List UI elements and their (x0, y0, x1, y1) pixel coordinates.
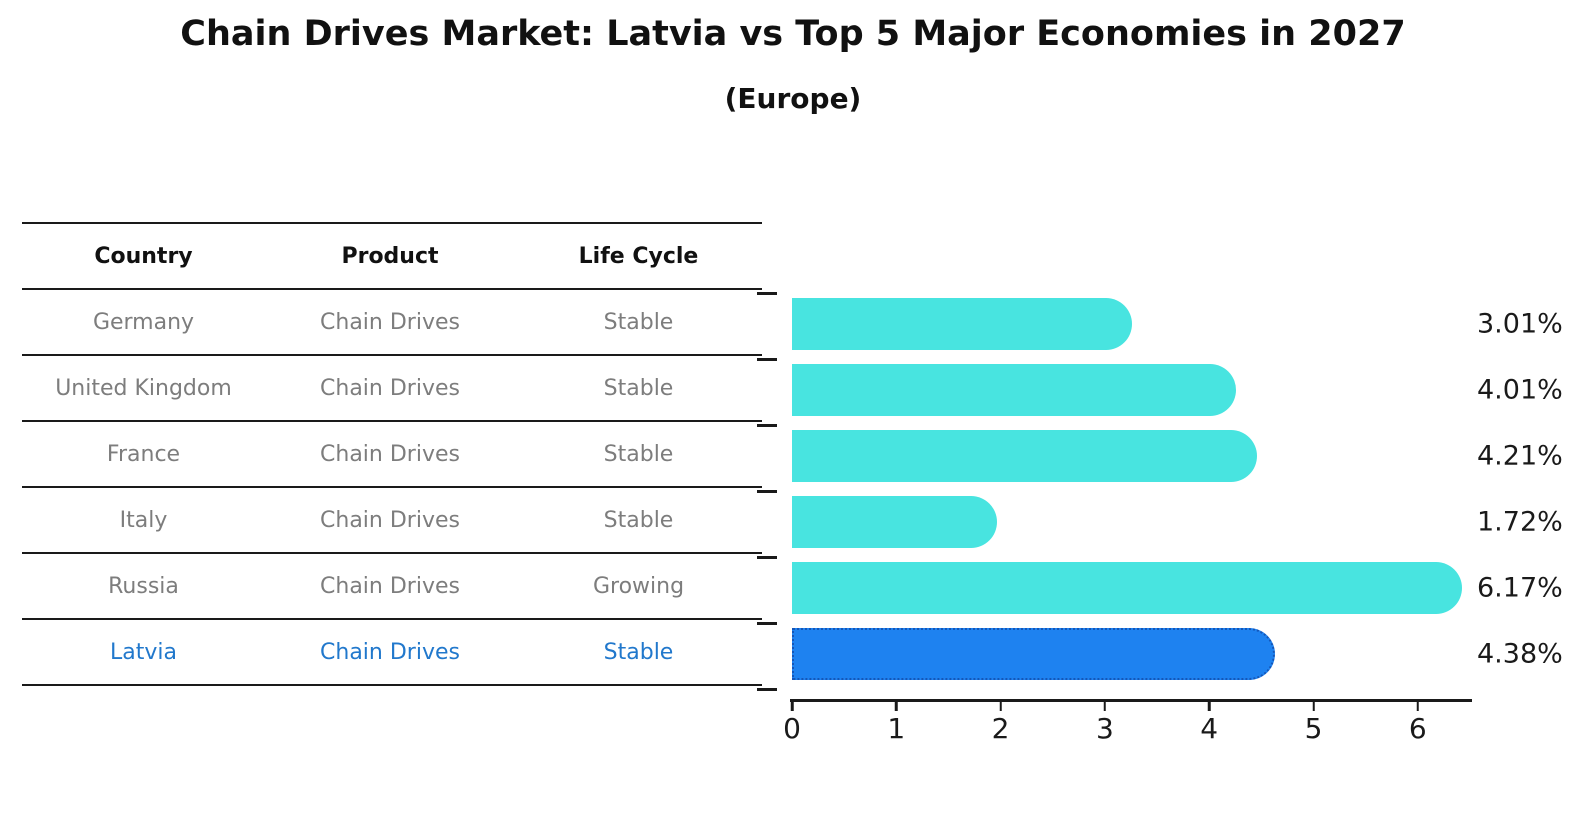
x-axis-tick (1416, 700, 1420, 711)
row-boundary-tick (757, 688, 777, 691)
bar-italy (792, 496, 998, 548)
cell-country: United Kingdom (55, 375, 232, 401)
x-axis-tick (790, 700, 794, 711)
table-row-russia: Russia Chain Drives Growing (22, 554, 762, 620)
cell-country: Latvia (110, 639, 177, 665)
x-axis-tick (1312, 700, 1315, 711)
bar-germany (792, 298, 1132, 350)
cell-life-cycle: Stable (603, 507, 674, 533)
table-row-italy: Italy Chain Drives Stable (22, 488, 762, 554)
bar-value-label: 6.17% (1477, 572, 1563, 604)
x-axis (790, 699, 1472, 702)
cell-country: Germany (92, 309, 195, 335)
x-axis-tick-label: 3 (1095, 712, 1114, 745)
bar-value-label: 4.38% (1477, 638, 1563, 670)
cell-product: Chain Drives (320, 507, 460, 533)
x-axis-tick-label: 4 (1200, 712, 1219, 745)
table-row-germany: Germany Chain Drives Stable (22, 290, 762, 356)
x-axis-tick-label: 1 (887, 712, 906, 745)
table-header-product: Product (341, 243, 439, 269)
x-axis-tick (999, 700, 1002, 711)
cell-country: Italy (119, 507, 168, 533)
row-boundary-tick (757, 490, 777, 493)
table-row-france: France Chain Drives Stable (22, 422, 762, 488)
cell-life-cycle: Stable (603, 441, 674, 467)
cell-product: Chain Drives (320, 375, 460, 401)
bar-latvia-highlighted (792, 628, 1275, 680)
bar-united-kingdom (792, 364, 1237, 416)
cell-life-cycle: Stable (603, 375, 674, 401)
page-title: Chain Drives Market: Latvia vs Top 5 Maj… (180, 14, 1406, 54)
x-axis-tick (895, 700, 898, 711)
cell-life-cycle: Stable (603, 309, 674, 335)
table-header-country: Country (94, 243, 193, 269)
x-axis-tick-label: 0 (783, 712, 801, 745)
row-boundary-tick (757, 622, 777, 625)
cell-product: Chain Drives (320, 573, 460, 599)
comparison-table: Country Product Life Cycle Germany Chain… (22, 222, 762, 686)
bar-france (792, 430, 1258, 482)
table-row-latvia: Latvia Chain Drives Stable (22, 620, 762, 686)
bar-value-label: 1.72% (1477, 506, 1563, 538)
bar-value-label: 4.21% (1477, 440, 1563, 472)
table-header-row: Country Product Life Cycle (22, 224, 762, 290)
cell-country: Russia (108, 573, 179, 599)
table-header-life-cycle: Life Cycle (578, 243, 699, 269)
cell-product: Chain Drives (320, 441, 460, 467)
bar-value-label: 4.01% (1477, 374, 1563, 406)
cell-product: Chain Drives (320, 309, 460, 335)
x-axis-tick (1207, 700, 1211, 711)
row-boundary-tick (757, 292, 777, 295)
x-axis-tick (1103, 700, 1107, 711)
x-axis-tick-label: 5 (1304, 712, 1323, 745)
cell-life-cycle: Stable (603, 639, 674, 665)
row-boundary-tick (757, 358, 777, 361)
cell-life-cycle: Growing (592, 573, 685, 599)
row-boundary-tick (757, 424, 777, 427)
bar-value-label: 3.01% (1477, 308, 1563, 340)
cell-product: Chain Drives (320, 639, 460, 665)
x-axis-tick-label: 2 (991, 712, 1010, 745)
table-row-united-kingdom: United Kingdom Chain Drives Stable (22, 356, 762, 422)
page-subtitle: (Europe) (724, 82, 862, 115)
row-boundary-tick (757, 556, 777, 559)
cell-country: France (106, 441, 181, 467)
x-axis-tick-label: 6 (1408, 712, 1427, 745)
bar-russia (792, 562, 1462, 614)
